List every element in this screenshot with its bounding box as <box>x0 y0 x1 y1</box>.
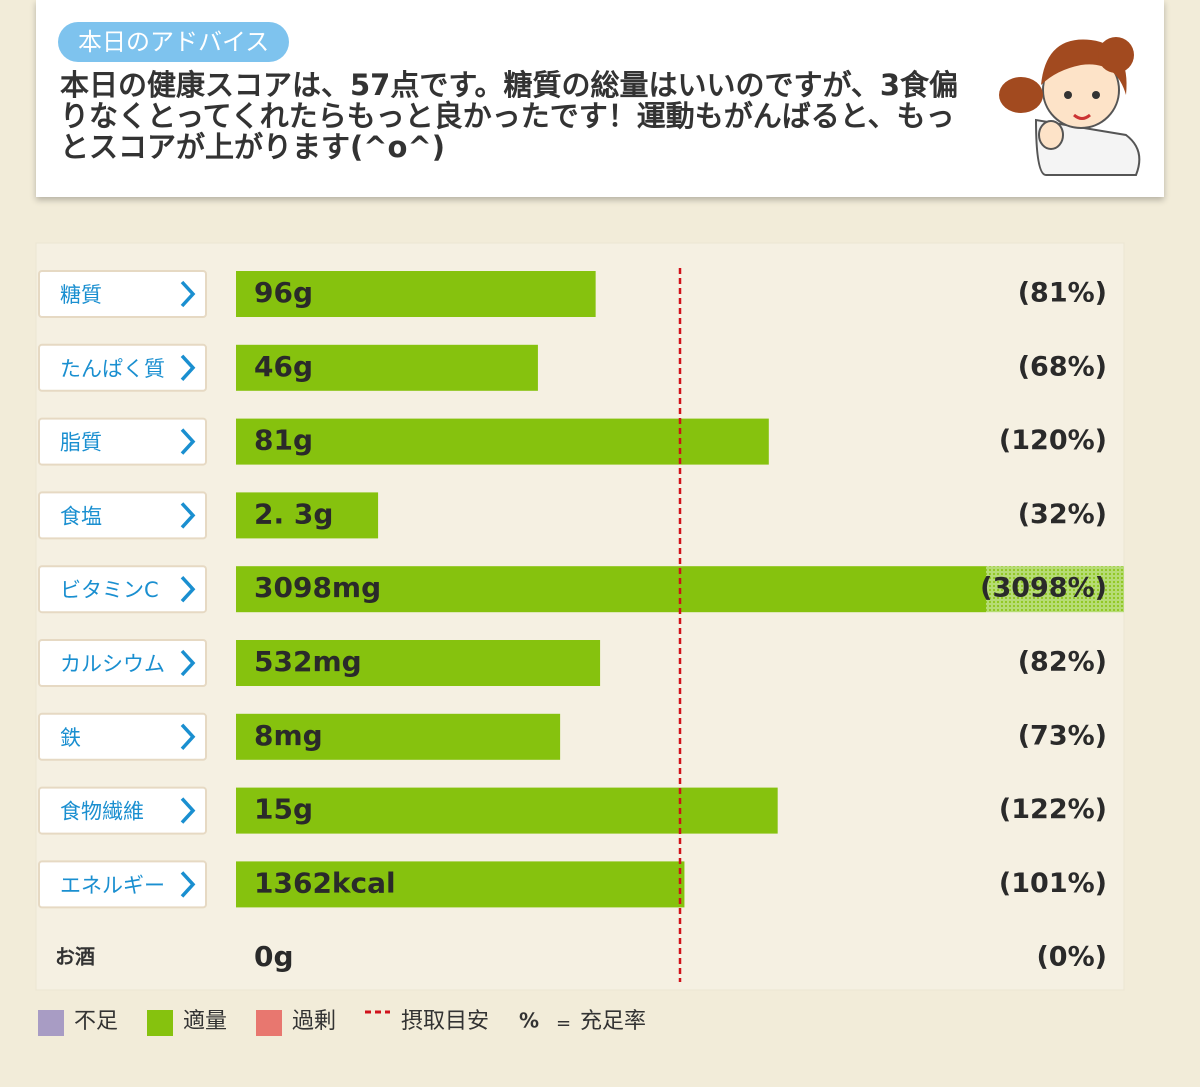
rate-equals: = <box>556 1013 571 1034</box>
nutrient-button[interactable]: 糖質 <box>38 270 207 318</box>
percent-label: (3098%) <box>980 573 1107 604</box>
bar-overflow <box>986 566 1124 613</box>
amount-label: 81g <box>254 424 313 457</box>
chevron-icon <box>180 723 196 750</box>
button-label: ビタミンC <box>60 578 159 602</box>
bar <box>236 861 685 908</box>
bar <box>236 787 778 834</box>
chevron-icon <box>180 280 196 308</box>
rate-symbol: % <box>519 1009 539 1033</box>
chevron-icon <box>180 649 196 677</box>
bar <box>236 492 379 539</box>
legend-label: 過剰 <box>292 1009 336 1034</box>
rate-text: 充足率 <box>580 1009 646 1034</box>
button-box <box>38 712 207 761</box>
bar <box>236 271 596 317</box>
button-box <box>38 270 207 318</box>
amount-label: 15g <box>254 793 313 826</box>
button-label: 鉄 <box>60 726 81 750</box>
chevron-icon <box>180 428 196 455</box>
nutrient-button[interactable]: 脂質 <box>38 417 207 466</box>
amount-label: 8mg <box>254 719 323 752</box>
button-label: 糖質 <box>60 283 102 307</box>
percent-label: (81%) <box>1018 278 1107 309</box>
bar <box>236 566 986 613</box>
nutrient-button[interactable]: 食物繊維 <box>38 786 207 835</box>
legend-swatch <box>147 1010 173 1036</box>
nutrient-button[interactable]: エネルギー <box>38 860 207 909</box>
amount-label: 3098mg <box>254 571 381 604</box>
button-label: 脂質 <box>60 431 102 455</box>
percent-label: (82%) <box>1018 647 1107 678</box>
button-box <box>38 639 207 687</box>
percent-label: (32%) <box>1018 499 1107 530</box>
button-box <box>38 860 207 909</box>
button-box <box>38 786 207 835</box>
button-label: たんぱく質 <box>60 357 165 381</box>
bar <box>236 344 538 391</box>
legend-label: 適量 <box>183 1009 227 1034</box>
amount-label: 96g <box>254 276 313 309</box>
chevron-icon <box>180 502 196 529</box>
bar <box>236 713 561 760</box>
nutrient-button[interactable]: たんぱく質 <box>38 343 207 392</box>
amount-label: 1362kcal <box>254 866 396 899</box>
legend-label: 摂取目安 <box>401 1009 489 1034</box>
percent-label: (73%) <box>1018 720 1107 751</box>
amount-label: 2. 3g <box>254 497 333 530</box>
percent-label: (122%) <box>999 794 1107 825</box>
button-label: カルシウム <box>60 652 165 676</box>
amount-label: 0g <box>254 940 294 973</box>
nutrient-button[interactable]: ビタミンC <box>38 565 207 614</box>
button-box <box>38 491 207 540</box>
advisor-illustration <box>999 37 1141 176</box>
nutrient-button[interactable]: カルシウム <box>38 639 207 687</box>
chevron-icon <box>180 354 196 381</box>
advice-card: 本日のアドバイス 本日の健康スコアは、57点です。糖質の総量はいいのですが、3食… <box>36 0 1164 197</box>
bar <box>236 418 769 465</box>
button-box <box>38 565 207 614</box>
button-box <box>38 343 207 392</box>
nutrient-button[interactable]: 鉄 <box>38 712 207 761</box>
chevron-icon <box>180 797 196 824</box>
button-label: エネルギー <box>60 873 165 897</box>
advice-badge: 本日のアドバイス <box>58 22 290 62</box>
advice-text: 本日の健康スコアは、57点です。糖質の総量はいいのですが、3食偏りなくとってくれ… <box>60 68 959 164</box>
category-label: お酒 <box>55 945 95 969</box>
button-label: 食物繊維 <box>60 800 144 824</box>
legend-swatch <box>38 1010 64 1036</box>
bar <box>236 640 601 686</box>
chevron-icon <box>180 576 196 603</box>
percent-label: (120%) <box>999 425 1107 456</box>
legend-label: 不足 <box>74 1009 118 1034</box>
nutrient-button[interactable]: 食塩 <box>38 491 207 540</box>
button-label: 食塩 <box>60 504 102 528</box>
legend-swatch <box>256 1010 282 1036</box>
button-box <box>38 417 207 466</box>
percent-label: (0%) <box>1036 942 1107 973</box>
chevron-icon <box>180 871 196 898</box>
percent-label: (101%) <box>999 868 1107 899</box>
amount-label: 46g <box>254 350 313 383</box>
percent-label: (68%) <box>1018 351 1107 382</box>
amount-label: 532mg <box>254 645 362 678</box>
